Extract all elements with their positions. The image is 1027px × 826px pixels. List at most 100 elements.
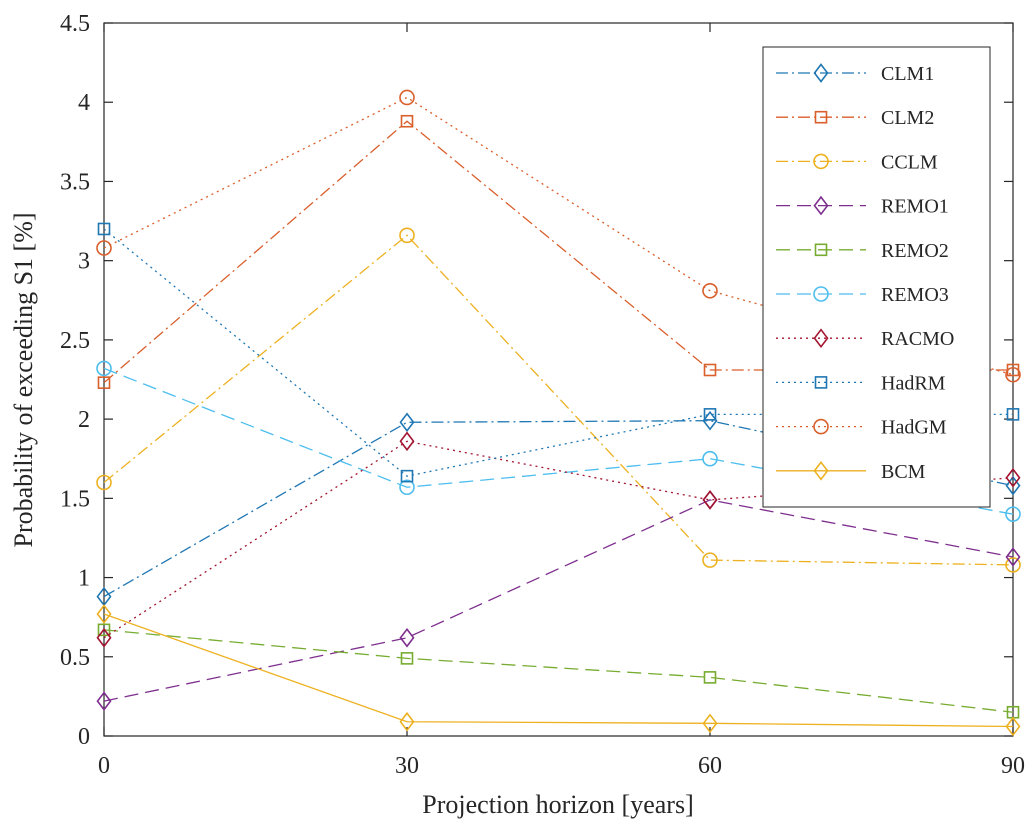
data-point [1005, 506, 1021, 522]
legend-marker [813, 63, 829, 83]
data-point [399, 89, 415, 106]
legend-marker [813, 418, 829, 435]
series-racmo [96, 431, 1021, 648]
legend-label: HadRM [881, 372, 946, 394]
series-clm2 [97, 114, 1020, 389]
legend-label: CLM1 [881, 63, 934, 85]
data-point [96, 474, 112, 491]
data-point [96, 360, 112, 377]
y-tick-label: 2 [78, 407, 90, 433]
legend-item: CLM1 [776, 63, 934, 85]
x-axis-label: Projection horizon [years] [422, 790, 693, 819]
data-point [1005, 366, 1021, 383]
series-clm1 [96, 410, 1021, 607]
data-point [1005, 467, 1021, 488]
data-point [702, 450, 718, 467]
legend-item: HadGM [776, 417, 947, 439]
data-point [96, 240, 112, 256]
legend-label: RACMO [881, 328, 954, 350]
legend-marker [814, 243, 828, 257]
x-tick-label: 30 [395, 753, 419, 779]
data-point [399, 412, 415, 433]
y-axis-label: Probability of exceeding S1 [%] [9, 212, 38, 547]
y-tick-label: 2.5 [60, 328, 90, 354]
legend-marker [813, 153, 829, 170]
data-point [703, 363, 717, 377]
data-point [1006, 408, 1020, 421]
x-tick-label: 60 [698, 753, 722, 779]
data-point [97, 623, 111, 637]
data-point [97, 376, 111, 389]
data-point [702, 410, 718, 431]
legend-box [762, 46, 991, 508]
x-tick-label: 0 [98, 753, 110, 779]
legend-label: HadGM [881, 417, 947, 439]
legend-label: CLM2 [881, 107, 934, 129]
data-point [703, 671, 717, 684]
legend-item: REMO1 [776, 196, 949, 218]
x-tick-label: 90 [1001, 753, 1025, 779]
legend-item: REMO2 [776, 240, 949, 262]
series-hadgm [96, 89, 1021, 383]
series-line [103, 613, 1014, 728]
series-line [103, 499, 1014, 702]
y-tick-label: 4 [78, 90, 90, 116]
data-point [399, 711, 415, 732]
data-point [399, 431, 415, 452]
legend-marker [813, 460, 829, 481]
legend-item: BCM [776, 461, 926, 483]
series-line [103, 629, 1014, 713]
data-point [399, 627, 415, 648]
data-point [703, 408, 717, 421]
data-point [702, 552, 718, 568]
legend-marker [813, 195, 829, 216]
y-tick-label: 3.5 [60, 169, 90, 195]
data-point [1005, 475, 1021, 496]
data-point [400, 469, 414, 483]
series-bcm [96, 604, 1021, 737]
legend: CLM1 CLM2 CCLM REMO1 REMO2 REMO3 RACMO HadRM Had… [762, 46, 991, 508]
data-point [400, 652, 414, 665]
legend-item: RACMO [776, 328, 954, 350]
series-line [103, 440, 1014, 639]
legend-item: HadRM [776, 372, 946, 394]
data-point [96, 604, 112, 624]
series-cclm [96, 227, 1021, 573]
y-tick-label: 0.5 [60, 645, 90, 671]
legend-label: BCM [881, 461, 926, 483]
series-line [103, 96, 1014, 376]
data-point [1005, 547, 1021, 567]
x-axis-ticks: 0 30 60 90 [98, 23, 1025, 779]
legend-label: REMO2 [881, 240, 949, 262]
legend-label: CCLM [881, 151, 938, 173]
y-tick-label: 3 [78, 249, 90, 275]
data-point [702, 490, 718, 510]
data-point [399, 227, 415, 244]
series-remo2 [97, 623, 1020, 719]
data-point [96, 627, 112, 648]
y-tick-label: 0 [78, 724, 90, 750]
series-line [103, 120, 1013, 384]
data-point [97, 222, 111, 236]
y-tick-label: 1.5 [60, 486, 90, 512]
legend-item: REMO3 [776, 284, 949, 306]
legend-item: CCLM [776, 151, 938, 173]
legend-marker [813, 286, 829, 302]
data-point [1005, 716, 1021, 737]
data-point [1005, 557, 1021, 573]
legend-marker [813, 328, 829, 349]
series-hadrm [97, 222, 1020, 483]
y-tick-label: 4.5 [60, 11, 90, 37]
data-point [96, 691, 112, 711]
legend-marker [814, 110, 828, 124]
data-point [400, 114, 414, 128]
data-point [702, 282, 718, 299]
data-point [399, 479, 415, 496]
legend-item: CLM2 [776, 107, 934, 129]
legend-marker [814, 376, 828, 389]
y-tick-label: 1 [78, 566, 90, 592]
legend-label: REMO1 [881, 196, 949, 218]
data-point [702, 713, 718, 734]
series-line [103, 420, 1014, 598]
